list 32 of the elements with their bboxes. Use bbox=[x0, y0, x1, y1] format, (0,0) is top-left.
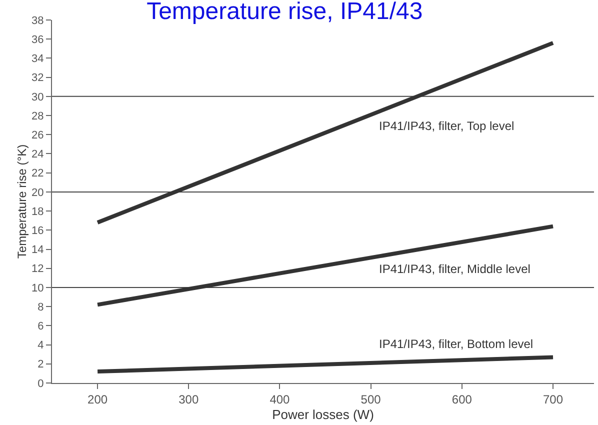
y-tick-label: 20 bbox=[32, 186, 44, 199]
y-tick-label: 24 bbox=[32, 148, 44, 161]
annotation: IP41/IP43, filter, Bottom level bbox=[379, 337, 534, 351]
x-axis-title: Power losses (W) bbox=[272, 407, 374, 422]
y-tick-label: 16 bbox=[32, 225, 44, 238]
x-tick-label: 700 bbox=[542, 392, 564, 406]
y-tick-label: 8 bbox=[38, 301, 44, 314]
annotation: IP41/IP43, filter, Top level bbox=[379, 119, 514, 133]
y-tick-label: 4 bbox=[38, 340, 44, 352]
x-tick-label: 500 bbox=[360, 392, 382, 406]
y-tick-label: 30 bbox=[32, 91, 44, 104]
chart-title: Temperature rise, IP41/43 bbox=[146, 0, 423, 25]
x-tick-label: 600 bbox=[452, 392, 472, 406]
y-tick-label: 10 bbox=[32, 282, 44, 294]
y-tick-label: 38 bbox=[32, 14, 44, 27]
y-tick-label: 12 bbox=[32, 263, 44, 276]
x-tick-label: 200 bbox=[88, 392, 108, 406]
y-tick-label: 34 bbox=[32, 53, 44, 66]
y-tick-label: 18 bbox=[32, 206, 44, 218]
y-tick-label: 22 bbox=[32, 168, 44, 180]
y-tick-label: 36 bbox=[32, 34, 44, 46]
annotation: IP41/IP43, filter, Middle level bbox=[379, 262, 530, 276]
y-tick-label: 0 bbox=[38, 378, 44, 390]
x-tick-label: 300 bbox=[178, 392, 199, 406]
y-tick-label: 28 bbox=[32, 110, 44, 122]
y-tick-label: 32 bbox=[32, 72, 44, 84]
x-tick-label: 400 bbox=[270, 392, 290, 406]
y-tick-label: 2 bbox=[38, 358, 44, 371]
y-tick-label: 6 bbox=[38, 320, 44, 333]
y-tick-label: 14 bbox=[32, 244, 44, 256]
y-axis-title: Temperature rise (°K) bbox=[14, 144, 29, 259]
y-tick-label: 26 bbox=[32, 129, 44, 142]
